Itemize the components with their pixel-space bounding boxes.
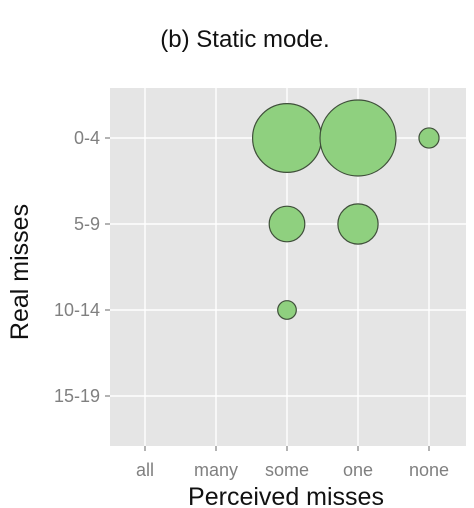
x-axis-ticks: all many some one none [136, 446, 449, 480]
x-tick-label-none: none [409, 460, 449, 480]
bubble-one-5-9 [337, 203, 379, 245]
bubble-some-10-14 [277, 300, 297, 320]
y-tick-label-10-14: 10-14 [54, 300, 100, 320]
y-tick-label-15-19: 15-19 [54, 386, 100, 406]
x-axis-title: Perceived misses [188, 483, 384, 508]
x-tick-label-many: many [194, 460, 238, 480]
y-tick-label-0-4: 0-4 [74, 128, 100, 148]
y-axis-ticks: 0-4 5-9 10-14 15-19 [54, 128, 110, 406]
x-tick-label-some: some [265, 460, 309, 480]
bubble-some-0-4 [251, 102, 323, 174]
y-tick-label-5-9: 5-9 [74, 214, 100, 234]
bubble-one-0-4 [319, 99, 397, 177]
bubble-none-0-4 [418, 127, 440, 149]
x-tick-label-all: all [136, 460, 154, 480]
chart-subtitle: (b) Static mode. [160, 26, 329, 53]
y-axis-title: Real misses [6, 204, 34, 340]
bubble-group [251, 99, 440, 320]
bubble-some-5-9 [268, 205, 306, 243]
x-tick-label-one: one [343, 460, 373, 480]
